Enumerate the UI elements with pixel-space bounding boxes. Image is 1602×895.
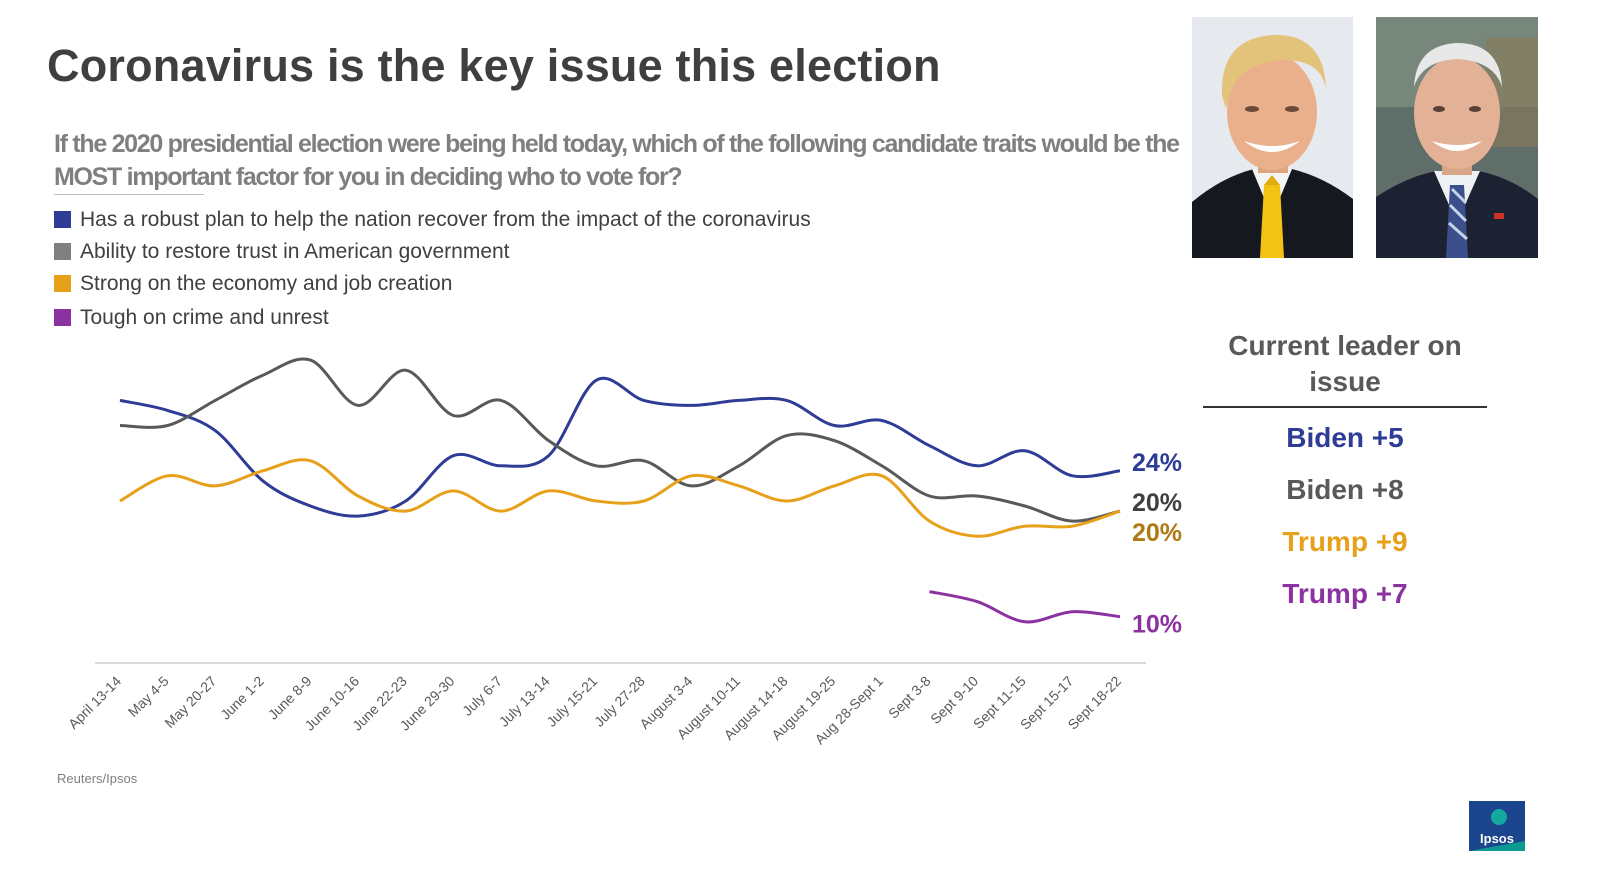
ipsos-logo: Ipsos (1469, 801, 1525, 851)
ipsos-logo-shade (1469, 801, 1525, 851)
biden-portrait-image (1376, 17, 1538, 258)
survey-question: If the 2020 presidential election were b… (54, 130, 1180, 191)
leader-row-economy: Trump +9 (1282, 526, 1408, 557)
legend-item-crime: Tough on crime and unrest (54, 306, 329, 330)
legend-label: Ability to restore trust in American gov… (80, 240, 510, 263)
biden-photo (1376, 17, 1538, 258)
source-note: Reuters/Ipsos (57, 771, 138, 786)
legend-swatch (54, 309, 71, 326)
trump-portrait-image (1192, 17, 1353, 258)
x-tick-label: July 13-14 (496, 673, 553, 730)
x-tick-label: Sept 3-8 (885, 673, 934, 722)
x-tick-label: July 6-7 (459, 673, 505, 719)
series-line-economy (119, 458, 1121, 538)
ipsos-logo-text: Ipsos (1480, 831, 1514, 846)
leader-row-coronavirus-plan: Biden +5 (1286, 422, 1404, 453)
question-underline (54, 194, 204, 195)
leader-row-crime: Trump +7 (1282, 578, 1408, 609)
x-tick-label: May 20-27 (161, 673, 219, 731)
legend-item-coronavirus-plan: Has a robust plan to help the nation rec… (54, 208, 811, 232)
legend-swatch (54, 243, 71, 260)
leader-row-restore-trust: Biden +8 (1286, 474, 1404, 505)
legend-label: Has a robust plan to help the nation rec… (80, 208, 811, 231)
trump-photo (1192, 17, 1353, 258)
ipsos-logo-mark (1491, 809, 1507, 825)
legend-label: Strong on the economy and job creation (80, 272, 453, 295)
legend-item-economy: Strong on the economy and job creation (54, 272, 452, 296)
legend-swatch (54, 275, 71, 292)
leader-heading: Current leader on issue (1203, 328, 1487, 408)
end-label-coronavirus-plan: 24% (1132, 449, 1182, 477)
x-tick-label: April 13-14 (65, 673, 124, 732)
x-tick-label: July 15-21 (543, 673, 600, 730)
legend-label: Tough on crime and unrest (80, 306, 329, 329)
series-line-restore-trust (119, 357, 1121, 523)
legend-item-restore-trust: Ability to restore trust in American gov… (54, 240, 510, 264)
legend-swatch (54, 211, 71, 228)
page-title: Coronavirus is the key issue this electi… (47, 40, 941, 91)
end-label-restore-trust: 20% (1132, 489, 1182, 517)
end-label-economy: 20% (1132, 519, 1182, 547)
x-tick-label: June 1-2 (217, 673, 267, 723)
x-tick-label: May 4-5 (125, 673, 172, 720)
series-line-coronavirus-plan (119, 376, 1121, 518)
end-label-crime: 10% (1132, 611, 1182, 639)
series-line-crime (929, 590, 1121, 624)
current-leader-panel: Current leader on issue Biden +5 Biden +… (1203, 328, 1487, 620)
